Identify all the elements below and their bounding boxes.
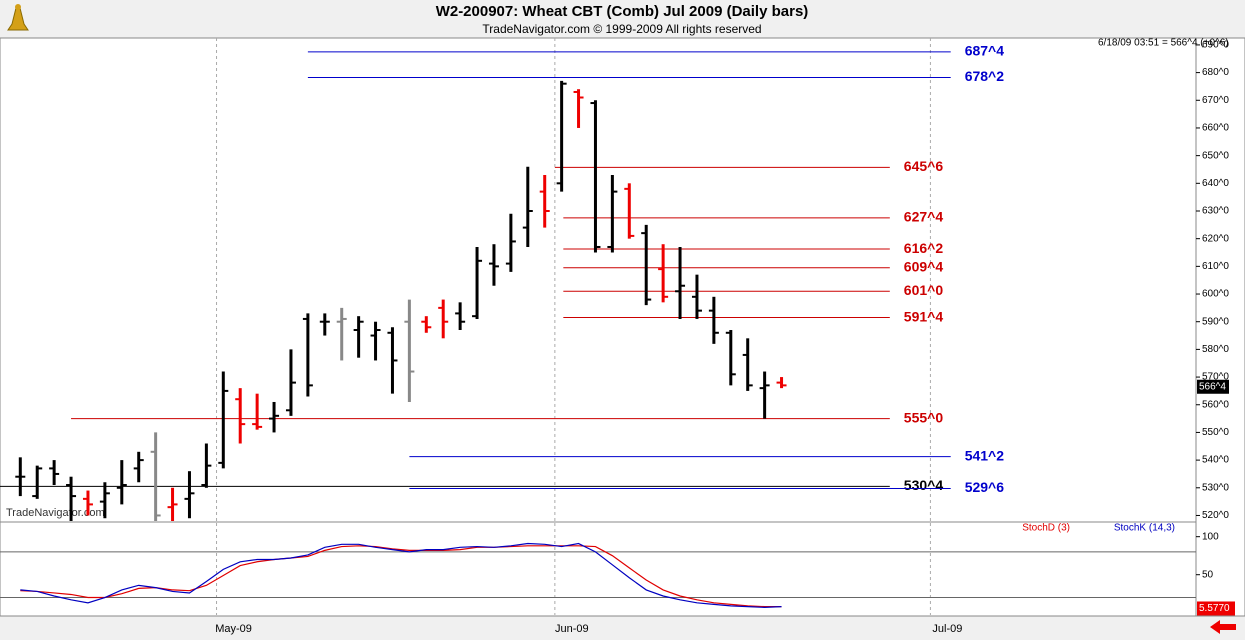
level-label: 529^6 xyxy=(965,479,1005,495)
y-tick-label: 650^0 xyxy=(1202,150,1229,161)
last-stoch-label: 5.5770 xyxy=(1199,603,1230,614)
last-price-box xyxy=(1197,379,1229,394)
subtitle: TradeNavigator.com © 1999-2009 All right… xyxy=(482,22,761,36)
y-tick-label: 580^0 xyxy=(1202,344,1229,355)
y-tick-label: 550^0 xyxy=(1202,427,1229,438)
y-tick-label: 540^0 xyxy=(1202,455,1229,466)
level-label: 616^2 xyxy=(904,240,944,256)
last-price-label: 566^4 xyxy=(1199,381,1226,392)
level-label: 678^2 xyxy=(965,68,1005,84)
level-label: 687^4 xyxy=(965,43,1005,59)
scroll-arrow[interactable] xyxy=(1210,620,1236,634)
level-label: 645^6 xyxy=(904,158,944,174)
last-stoch-box xyxy=(1197,601,1235,616)
y-tick-label: 610^0 xyxy=(1202,261,1229,272)
legend-entry: StochD (3) xyxy=(1022,523,1070,534)
y-tick-label: 50 xyxy=(1202,569,1214,580)
x-tick-label: Jul-09 xyxy=(932,623,962,635)
legend-entry: StochK (14,3) xyxy=(1114,523,1175,534)
status: 6/18/09 03:51 = 566^4 (+0^6) xyxy=(1098,38,1229,49)
y-tick-label: 690^0 xyxy=(1202,40,1229,51)
stoch-line xyxy=(20,542,782,608)
y-tick-label: 630^0 xyxy=(1202,206,1229,217)
price-panel xyxy=(0,37,1197,523)
y-tick-label: 100 xyxy=(1202,531,1219,542)
level-label: 609^4 xyxy=(904,258,944,274)
y-tick-label: 600^0 xyxy=(1202,289,1229,300)
y-tick-label: 680^0 xyxy=(1202,67,1229,78)
y-tick-label: 520^0 xyxy=(1202,510,1229,521)
y-tick-label: 620^0 xyxy=(1202,233,1229,244)
y-tick-label: 590^0 xyxy=(1202,316,1229,327)
stoch-panel xyxy=(0,521,1197,617)
y-tick-label: 560^0 xyxy=(1202,399,1229,410)
level-label: 627^4 xyxy=(904,209,944,225)
level-label: 530^4 xyxy=(904,477,944,493)
watermark: TradeNavigator.com xyxy=(6,507,105,519)
y-tick-label: 670^0 xyxy=(1202,95,1229,106)
level-label: 541^2 xyxy=(965,447,1005,463)
chart-title: W2-200907: Wheat CBT (Comb) Jul 2009 (Da… xyxy=(436,3,809,20)
y-tick-label: 530^0 xyxy=(1202,482,1229,493)
level-label: 591^4 xyxy=(904,308,944,324)
y-tick-label: 660^0 xyxy=(1202,123,1229,134)
y-tick-label: 570^0 xyxy=(1202,372,1229,383)
stoch-line xyxy=(20,545,782,608)
x-tick-label: Jun-09 xyxy=(555,623,589,635)
x-tick-label: May-09 xyxy=(215,623,252,635)
level-label: 601^0 xyxy=(904,282,944,298)
right-axis xyxy=(1195,37,1245,617)
level-label: 555^0 xyxy=(904,409,944,425)
y-tick-label: 640^0 xyxy=(1202,178,1229,189)
logo xyxy=(7,4,29,31)
